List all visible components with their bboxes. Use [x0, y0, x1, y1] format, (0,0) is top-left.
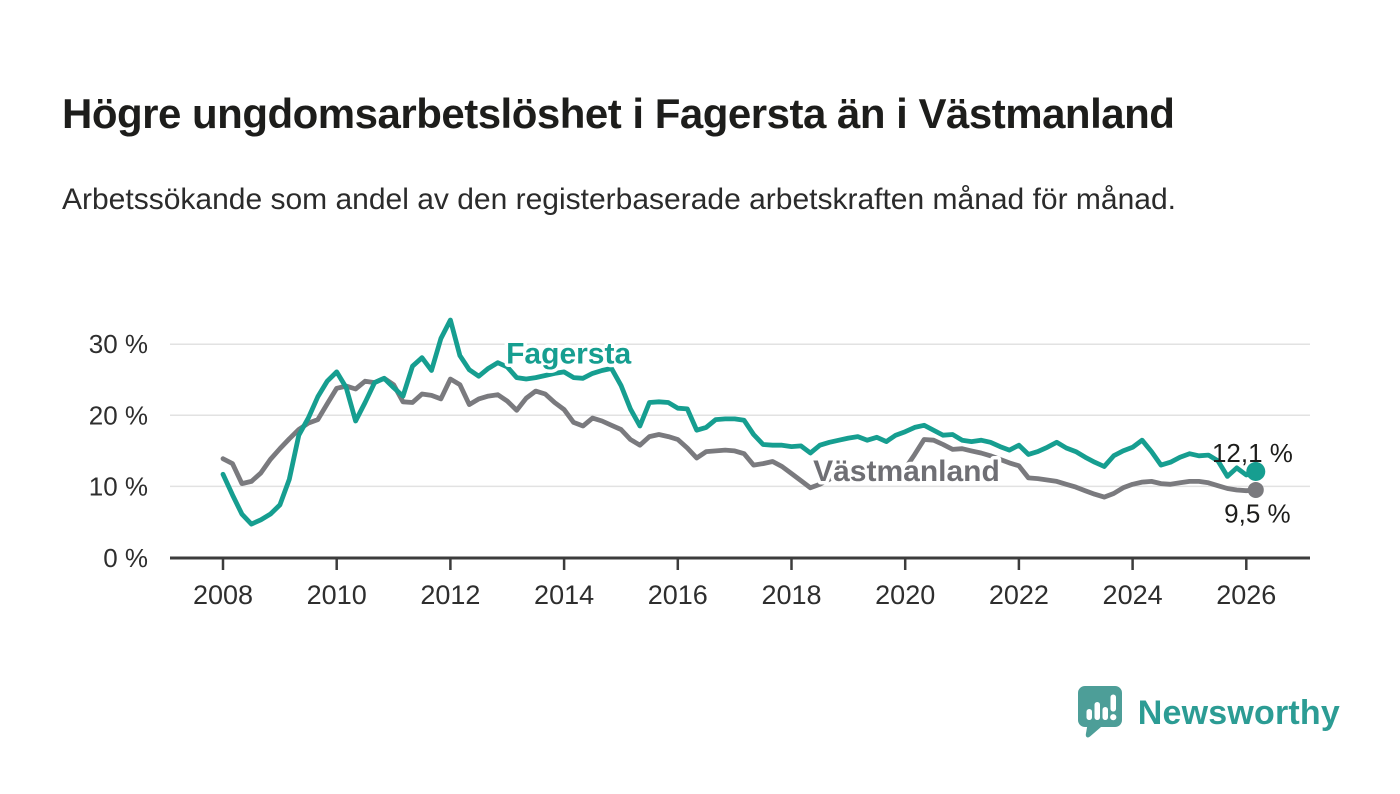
chart-subtitle: Arbetssökande som andel av den registerb…: [62, 183, 1176, 216]
series-end-dot-vastmanland: [1247, 481, 1264, 498]
series-line-fagersta: [220, 317, 1259, 527]
series-name-label-fagersta: Fagersta: [506, 337, 631, 370]
newsworthy-logo-icon: [1075, 683, 1125, 744]
x-axis-label-2022: 2022: [989, 580, 1049, 610]
series-line-vastmanland: [220, 375, 1259, 500]
series-end-dot-fagersta: [1246, 461, 1266, 481]
x-axis-label-2018: 2018: [761, 580, 821, 610]
x-axis-label-2024: 2024: [1103, 580, 1163, 610]
series-end-value-fagersta: 12,1 %: [1212, 438, 1293, 468]
y-axis-label-0: 0 %: [103, 543, 148, 573]
series-name-label-vastmanland: Västmanland: [813, 455, 1000, 488]
y-axis-label-30: 30 %: [89, 329, 148, 359]
x-axis-label-2020: 2020: [875, 580, 935, 610]
chart-title: Högre ungdomsarbetslöshet i Fagersta än …: [62, 90, 1175, 138]
x-axis-label-2016: 2016: [648, 580, 708, 610]
series-end-value-vastmanland: 9,5 %: [1224, 498, 1291, 528]
newsworthy-wordmark: Newsworthy: [1137, 694, 1340, 732]
x-axis-label-2010: 2010: [307, 580, 367, 610]
x-axis-label-2026: 2026: [1216, 580, 1276, 610]
x-axis-label-2008: 2008: [193, 580, 253, 610]
newsworthy-branding: Newsworthy: [1075, 683, 1340, 744]
y-axis-label-10: 10 %: [89, 471, 148, 501]
x-axis-label-2014: 2014: [534, 580, 594, 610]
y-axis-label-20: 20 %: [89, 400, 148, 430]
x-axis-label-2012: 2012: [420, 580, 480, 610]
